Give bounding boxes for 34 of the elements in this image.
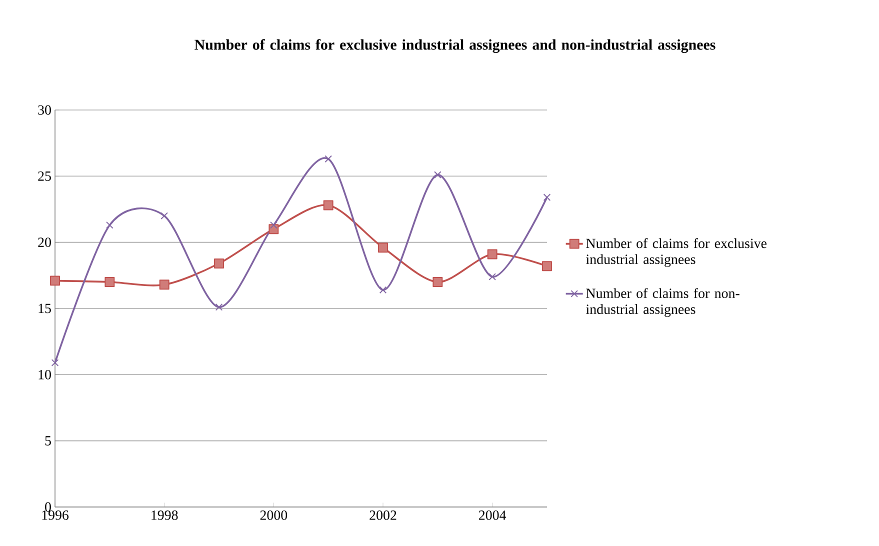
point bbox=[543, 194, 551, 201]
chart-title: Number of claims for exclusive industrial assignees and non-industrial assignees bbox=[194, 39, 716, 53]
x-tick-label: 2004 bbox=[478, 510, 506, 520]
y-tick-label: 30 bbox=[38, 105, 51, 115]
x-tick-label: 1998 bbox=[152, 510, 178, 520]
point bbox=[214, 258, 224, 268]
point bbox=[104, 277, 115, 287]
legend-label: Number of claims for non-industrial assignees bbox=[586, 288, 740, 317]
point bbox=[51, 359, 59, 366]
x-tick-label: 1996 bbox=[42, 510, 69, 520]
y-tick-label: 25 bbox=[38, 171, 51, 181]
point bbox=[160, 212, 168, 220]
point bbox=[270, 221, 278, 229]
point bbox=[215, 303, 223, 311]
y-tick-label: 0 bbox=[45, 502, 51, 512]
y-tick-label: 15 bbox=[38, 304, 51, 314]
point bbox=[432, 277, 443, 287]
point bbox=[323, 200, 334, 210]
y-tick-label: 20 bbox=[38, 238, 51, 248]
point bbox=[159, 280, 170, 290]
point bbox=[487, 249, 498, 260]
x-tick-label: 2002 bbox=[370, 510, 396, 520]
point bbox=[324, 155, 332, 163]
point bbox=[542, 261, 552, 272]
legend-label: Number of claims for exclusive industrial assignees bbox=[586, 238, 767, 267]
point bbox=[379, 286, 387, 294]
point bbox=[488, 273, 496, 280]
point bbox=[106, 221, 114, 229]
point bbox=[50, 276, 60, 286]
y-tick-label: 10 bbox=[38, 370, 51, 380]
y-tick-label: 5 bbox=[45, 436, 51, 446]
point bbox=[378, 242, 388, 253]
x-tick-label: 2000 bbox=[260, 510, 288, 520]
point bbox=[434, 171, 442, 178]
